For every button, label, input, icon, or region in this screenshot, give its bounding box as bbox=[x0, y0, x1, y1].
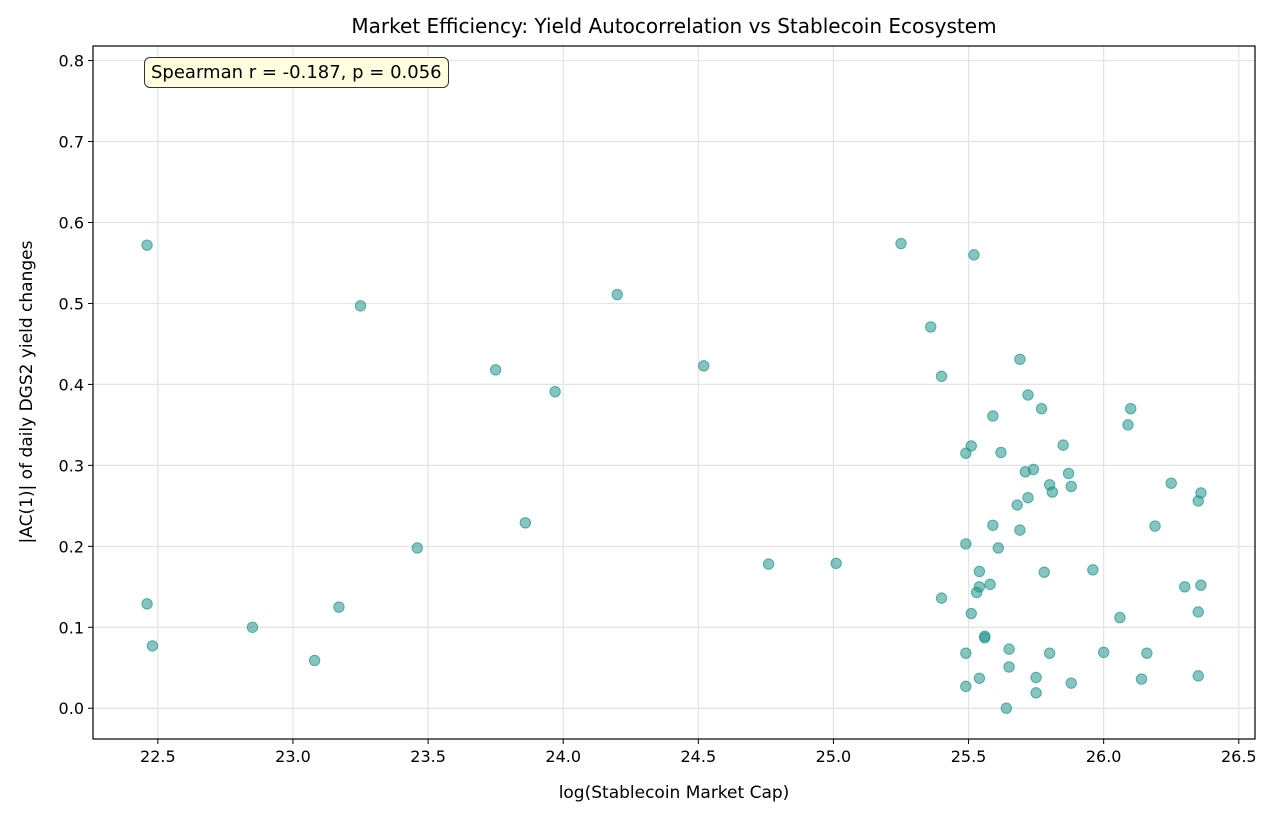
data-point bbox=[611, 288, 623, 301]
data-point bbox=[1192, 670, 1204, 682]
data-point bbox=[1043, 647, 1056, 659]
data-point bbox=[1122, 419, 1134, 431]
data-point bbox=[411, 542, 423, 554]
y-tick-label: 0.3 bbox=[59, 456, 84, 475]
x-tick-label: 22.5 bbox=[140, 747, 176, 766]
x-tick-label: 23.0 bbox=[275, 747, 311, 766]
y-tick-label: 0.6 bbox=[59, 213, 84, 232]
data-point bbox=[1022, 389, 1034, 401]
data-point bbox=[1179, 581, 1191, 593]
data-point bbox=[984, 578, 996, 591]
data-point bbox=[698, 360, 710, 372]
data-point bbox=[1065, 480, 1077, 493]
data-point bbox=[1192, 606, 1204, 618]
data-point bbox=[1030, 687, 1042, 699]
x-tick-label: 25.5 bbox=[951, 747, 987, 766]
data-point bbox=[1011, 499, 1023, 511]
data-point bbox=[992, 542, 1004, 554]
data-point bbox=[979, 632, 991, 644]
y-tick-label: 0.1 bbox=[59, 618, 84, 637]
grid bbox=[93, 46, 1255, 739]
data-point bbox=[1030, 671, 1042, 684]
data-point bbox=[1014, 524, 1026, 536]
data-point bbox=[1097, 646, 1110, 659]
data-point bbox=[970, 586, 983, 599]
x-tick-label: 24.5 bbox=[681, 747, 717, 766]
data-point bbox=[960, 447, 972, 459]
data-point bbox=[146, 640, 159, 652]
data-point bbox=[1195, 579, 1207, 591]
x-tick-label: 23.5 bbox=[410, 747, 446, 766]
data-point bbox=[1087, 564, 1099, 576]
data-point bbox=[246, 621, 259, 633]
data-point bbox=[1065, 677, 1077, 689]
x-tick-label: 25.0 bbox=[816, 747, 852, 766]
x-tick-label: 26.5 bbox=[1221, 747, 1257, 766]
chart-title: Market Efficiency: Yield Autocorrelation… bbox=[351, 14, 996, 38]
x-axis-label: log(Stablecoin Market Cap) bbox=[559, 783, 790, 803]
data-point bbox=[333, 601, 345, 613]
y-tick-label: 0.5 bbox=[59, 294, 84, 313]
x-tick-label: 24.0 bbox=[545, 747, 581, 766]
plot-frame bbox=[92, 45, 1256, 740]
data-point bbox=[935, 592, 948, 604]
data-point bbox=[895, 237, 907, 250]
data-point bbox=[965, 607, 977, 620]
y-axis-label: |AC(1)| of daily DGS2 yield changes bbox=[17, 240, 37, 543]
data-point bbox=[1003, 661, 1015, 673]
data-point bbox=[141, 239, 153, 251]
data-point bbox=[935, 370, 948, 383]
data-point bbox=[354, 300, 367, 312]
data-point bbox=[519, 517, 532, 529]
data-point bbox=[1057, 439, 1069, 451]
data-point bbox=[987, 519, 999, 531]
data-point bbox=[960, 647, 972, 659]
data-point bbox=[1192, 495, 1204, 507]
y-axis-ticks: 0.0 0.1 0.2 0.3 0.4 0.5 0.6 0.7 0.8 bbox=[59, 52, 93, 718]
data-point bbox=[762, 558, 775, 570]
y-tick-label: 0.8 bbox=[59, 52, 84, 71]
data-point bbox=[1003, 643, 1015, 655]
data-point bbox=[973, 565, 986, 578]
x-axis-ticks: 22.5 23.0 23.5 24.0 24.5 25.0 25.5 26.0 26.5 bbox=[140, 739, 1257, 766]
data-point bbox=[1124, 402, 1137, 415]
data-point bbox=[968, 249, 980, 261]
data-point bbox=[960, 680, 972, 693]
data-point bbox=[830, 557, 842, 570]
data-point bbox=[1014, 353, 1026, 366]
data-point bbox=[1114, 611, 1126, 624]
y-tick-label: 0.0 bbox=[59, 699, 84, 718]
data-point bbox=[489, 364, 502, 376]
data-points bbox=[141, 237, 1207, 714]
spearman-annotation: Spearman r = -0.187, p = 0.056 bbox=[144, 57, 449, 88]
y-tick-label: 0.7 bbox=[59, 133, 84, 152]
y-tick-label: 0.2 bbox=[59, 537, 84, 556]
data-point bbox=[1000, 702, 1013, 714]
data-point bbox=[1027, 463, 1040, 476]
data-point bbox=[987, 410, 999, 422]
data-point bbox=[1062, 467, 1075, 480]
data-point bbox=[1038, 566, 1050, 578]
data-point bbox=[973, 672, 986, 684]
data-point bbox=[960, 538, 972, 550]
data-point bbox=[925, 321, 937, 333]
data-point bbox=[1165, 477, 1177, 489]
x-tick-label: 26.0 bbox=[1086, 747, 1122, 766]
data-point bbox=[1022, 492, 1034, 504]
y-tick-label: 0.4 bbox=[59, 375, 84, 394]
data-point bbox=[141, 598, 153, 610]
data-point bbox=[1046, 486, 1059, 498]
data-point bbox=[1149, 520, 1161, 532]
data-point bbox=[1135, 673, 1148, 685]
data-point bbox=[1141, 647, 1153, 659]
data-point bbox=[995, 446, 1007, 459]
data-point bbox=[1035, 402, 1048, 415]
data-point bbox=[308, 654, 321, 667]
data-point bbox=[549, 385, 561, 398]
